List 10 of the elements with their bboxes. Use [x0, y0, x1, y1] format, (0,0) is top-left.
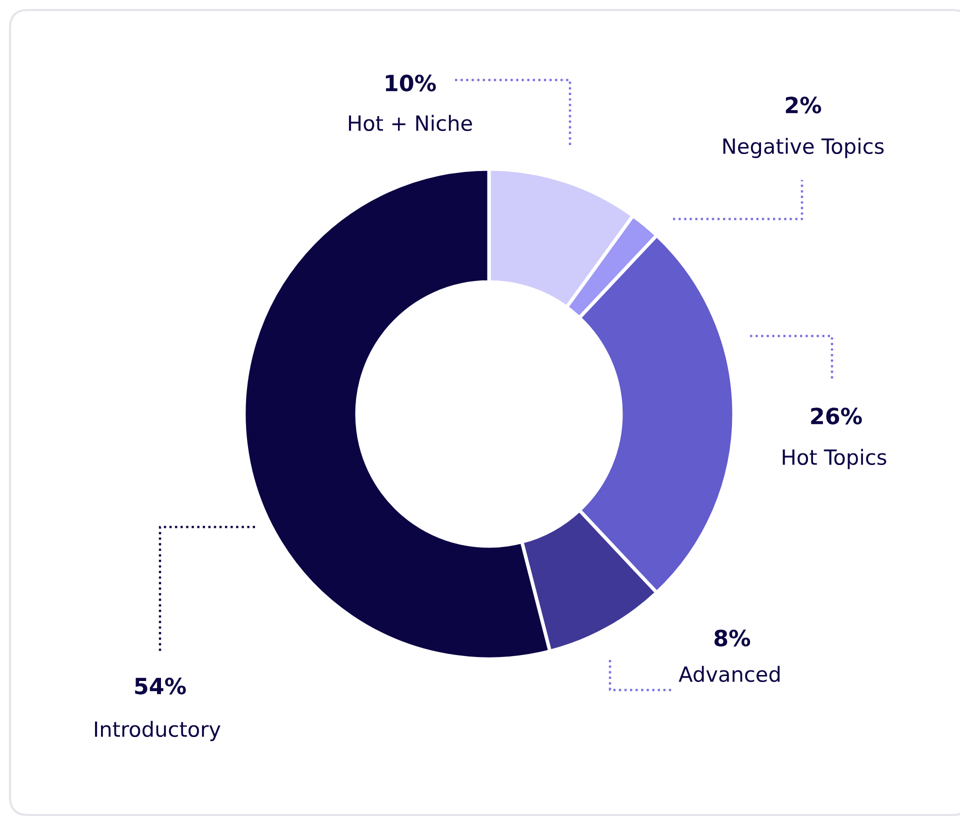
slice-label: Introductory — [95, 720, 220, 742]
data-label: 8% — [714, 630, 750, 646]
data-label: 2% — [786, 96, 822, 114]
slice-label: Hot + Niche — [348, 114, 472, 132]
data-label: 54% — [135, 678, 186, 694]
slice-label: Advanced — [678, 666, 780, 682]
data-label: 10% — [386, 74, 436, 92]
slice-label: Negative Topics — [723, 138, 884, 158]
slice-label: Hot Topics — [782, 448, 886, 470]
data-label: 26% — [811, 408, 862, 424]
